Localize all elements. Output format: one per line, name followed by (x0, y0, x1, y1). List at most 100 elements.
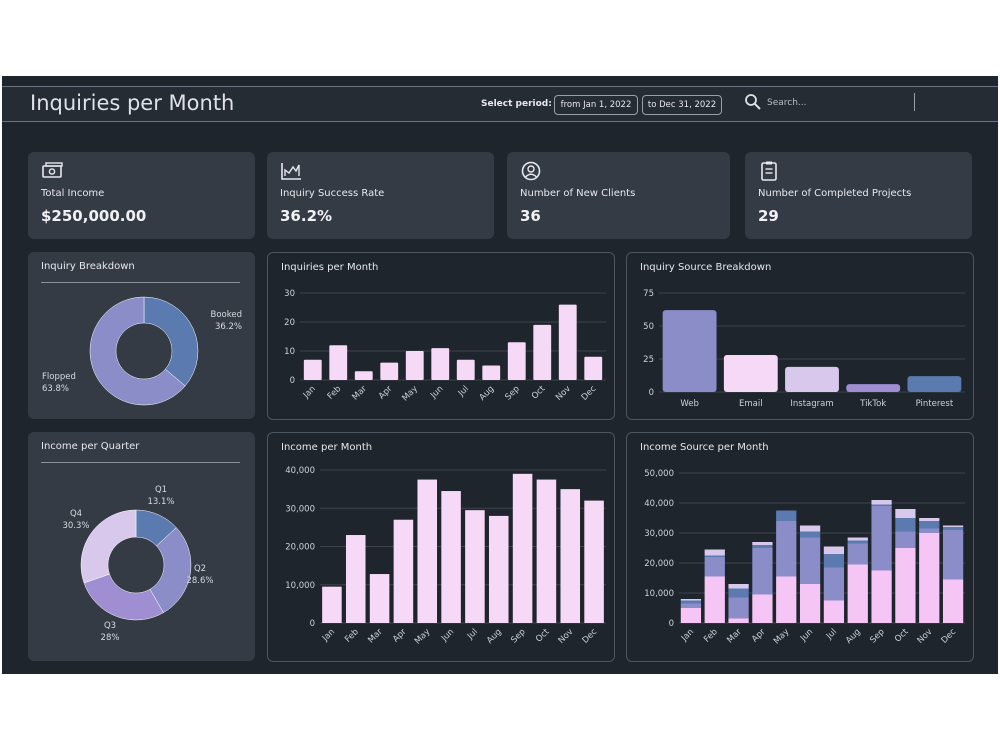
divider (914, 93, 915, 111)
slice-value: 63.8% (42, 384, 69, 394)
bar-segment (752, 594, 773, 623)
search-input[interactable]: Search... (767, 98, 807, 108)
bar-segment (942, 525, 964, 527)
kpi-value: 36.2% (280, 207, 333, 225)
y-tick-label: 25 (643, 355, 654, 365)
kpi-value: 36 (520, 207, 541, 225)
x-tick-label: Nov (554, 384, 573, 403)
x-tick-label: Oct (534, 627, 552, 645)
x-tick-label: Jun (798, 627, 815, 644)
date-from-picker[interactable]: from Jan 1, 2022 (554, 95, 638, 115)
x-tick-label: Oct (893, 627, 911, 645)
bar (723, 355, 778, 392)
y-tick-label: 75 (643, 289, 654, 299)
bar-segment (823, 554, 845, 568)
bar-segment (752, 548, 773, 595)
bar-segment (895, 518, 916, 532)
bar (380, 362, 399, 380)
bar-segment (799, 531, 821, 538)
slice-label: Q1 (155, 485, 167, 495)
x-tick-label: TikTok (859, 399, 886, 409)
panel-title: Income per Month (281, 442, 373, 453)
bar-segment (871, 504, 892, 506)
slice-value: 13.1% (147, 497, 174, 507)
bar (560, 489, 581, 623)
bar-segment (871, 500, 892, 505)
bar (405, 351, 424, 380)
y-tick-label: 20,000 (285, 543, 315, 553)
clipboard-icon (761, 161, 777, 181)
x-tick-label: Feb (343, 627, 361, 645)
income-per-quarter-chart: Q1 13.1% Q2 28.6% Q3 28% Q4 30.3% (62, 485, 213, 643)
x-tick-label: Email (739, 399, 763, 409)
search-icon[interactable] (744, 93, 762, 111)
bar-segment (919, 533, 940, 623)
bar (345, 535, 366, 623)
period-label: Select period: (481, 99, 552, 109)
bar-segment (895, 509, 916, 518)
y-tick-label: 0 (669, 619, 674, 629)
bar (846, 384, 901, 392)
bar-segment (799, 584, 821, 623)
kpi-label: Inquiry Success Rate (280, 188, 385, 199)
inquiries-per-month-chart: 0 10 20 30 Jan Feb Mar Apr May Jun Jul Aug Sep Oct Nov… (284, 289, 606, 404)
bar (329, 345, 348, 380)
bar (417, 479, 438, 623)
money-icon (42, 162, 63, 178)
bar-segment (704, 555, 725, 557)
x-tick-label: Sep (509, 627, 527, 645)
y-tick-label: 0 (649, 388, 654, 398)
slice-value: 28% (101, 633, 120, 643)
bar-segment (847, 543, 868, 565)
divider (41, 282, 240, 283)
slice-value: 36.2% (215, 322, 242, 332)
kpi-value: 29 (758, 207, 779, 225)
y-tick-label: 0 (290, 376, 295, 386)
bar-segment (776, 510, 797, 521)
slice-value: 30.3% (62, 521, 89, 531)
divider (41, 462, 240, 463)
bar-segment (776, 521, 797, 577)
slice-label: Flopped (42, 372, 76, 382)
x-tick-label: Web (680, 399, 699, 409)
x-tick-label: Nov (916, 627, 935, 646)
kpi-total-income: Total Income $250,000.00 (28, 152, 255, 239)
inquiry-source-chart: 0 25 50 75 Web Email Instagram TikTok Pinterest (643, 289, 965, 409)
bar-segment (871, 506, 892, 571)
bar (558, 304, 577, 380)
bar (785, 366, 839, 392)
date-to-picker[interactable]: to Dec 31, 2022 (642, 95, 722, 115)
bar-segment (823, 600, 845, 623)
bar (907, 376, 962, 392)
page-title: Inquiries per Month (30, 91, 235, 115)
bar-segment (942, 527, 964, 530)
bar-segment (847, 540, 868, 544)
inquiry-breakdown-chart: Booked 36.2% Flopped 63.8% (42, 296, 242, 406)
bar-segment (728, 588, 749, 598)
bar-segment (752, 542, 773, 545)
x-tick-label: May (772, 627, 792, 647)
inquiry-source-panel: Inquiry Source Breakdown 0 25 50 75 Web Email… (626, 252, 974, 420)
bar-segment (704, 576, 725, 623)
y-tick-label: 50,000 (644, 469, 674, 479)
income-source-chart: 0 10,000 20,000 30,000 40,000 50,000 Jan Feb Mar… (644, 469, 965, 647)
y-tick-label: 40,000 (285, 466, 315, 476)
bar-segment (776, 576, 797, 623)
bar-segment (680, 608, 702, 623)
x-tick-label: May (400, 384, 420, 404)
x-tick-label: Feb (326, 384, 344, 402)
bar-segment (942, 579, 964, 623)
bar-segment (704, 549, 725, 556)
pie-slice (80, 509, 137, 584)
bar (465, 510, 485, 623)
kpi-label: Total Income (41, 188, 105, 199)
x-tick-label: Jul (465, 627, 480, 642)
inquiry-breakdown-panel: Inquiry Breakdown Booked 36.2% Flopped 63.8… (28, 252, 255, 419)
slice-label: Q2 (194, 564, 206, 574)
kpi-completed-projects: Number of Completed Projects 29 (745, 152, 972, 239)
x-tick-label: Jan (301, 384, 318, 401)
kpi-new-clients: Number of New Clients 36 (507, 152, 730, 239)
slice-value: 28.6% (186, 576, 213, 586)
user-icon (521, 161, 541, 181)
bar-segment (680, 600, 702, 604)
